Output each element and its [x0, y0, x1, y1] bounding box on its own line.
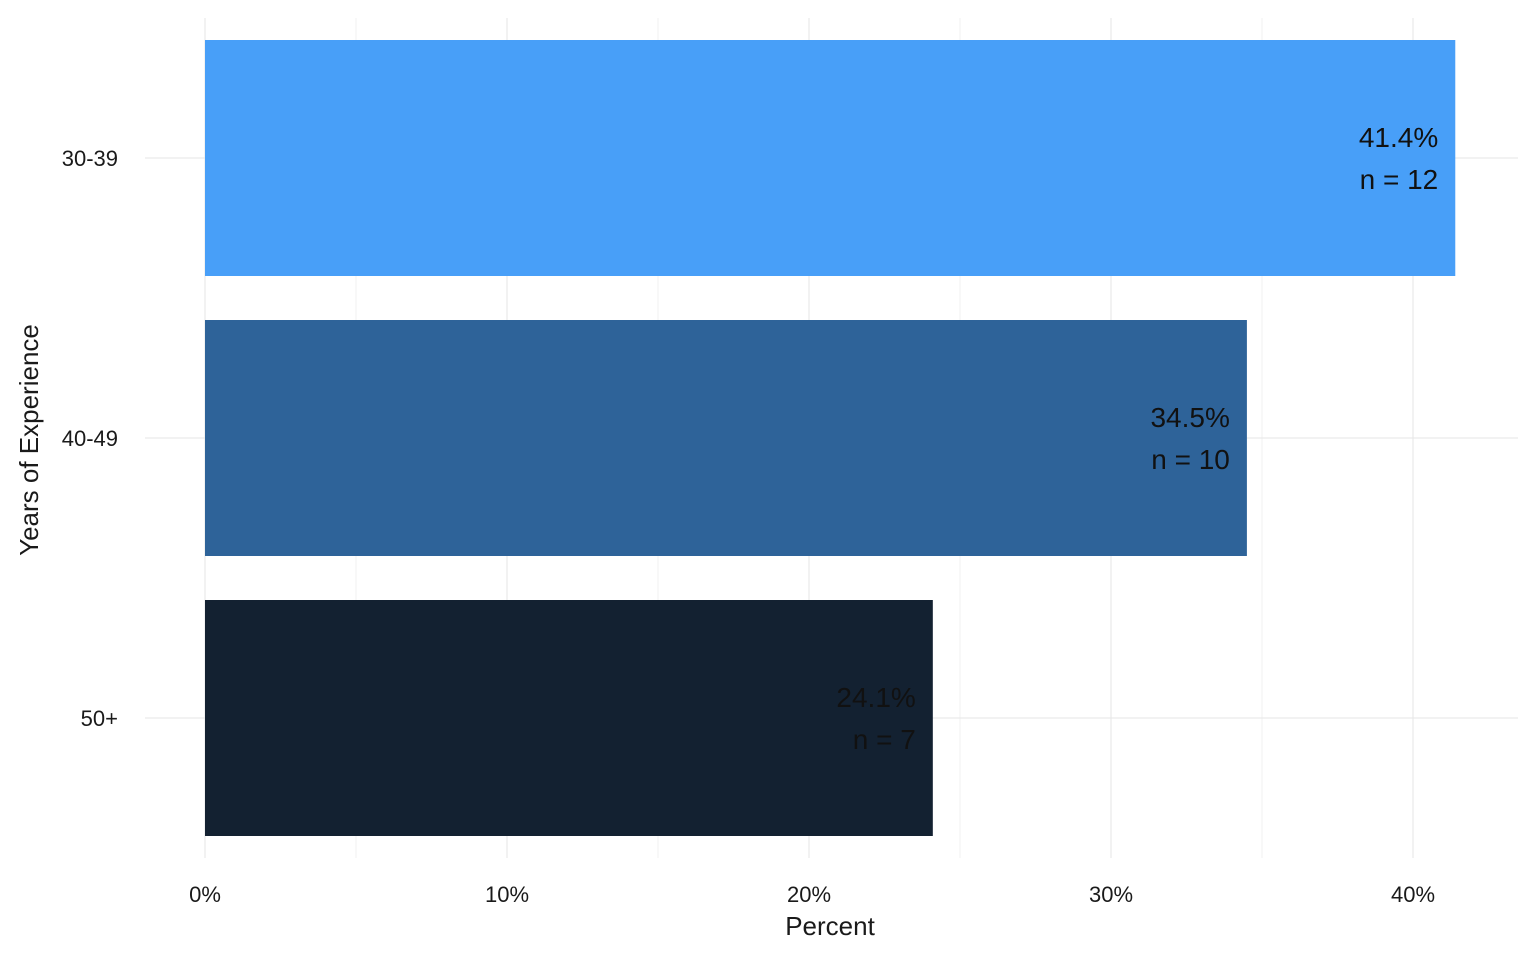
bar-count-label: n = 7: [853, 724, 916, 755]
bar-value-label: 41.4%: [1359, 122, 1438, 153]
bar-count-label: n = 10: [1151, 444, 1230, 475]
bars: [205, 40, 1456, 836]
y-tick-label: 40-49: [62, 426, 118, 451]
x-axis: 0% 10% 20% 30% 40%: [189, 882, 1435, 907]
bar-value-label: 34.5%: [1150, 402, 1229, 433]
bar: [205, 40, 1456, 276]
y-axis-title: Years of Experience: [14, 324, 44, 556]
bar: [205, 320, 1247, 556]
y-axis: 30-39 40-49 50+: [62, 146, 118, 731]
y-tick-label: 30-39: [62, 146, 118, 171]
x-tick-label: 30%: [1089, 882, 1133, 907]
y-tick-label: 50+: [81, 706, 118, 731]
x-tick-label: 20%: [787, 882, 831, 907]
bar-count-label: n = 12: [1360, 164, 1439, 195]
x-tick-label: 0%: [189, 882, 221, 907]
bar: [205, 600, 933, 836]
data-labels: 41.4% n = 12 34.5% n = 10 24.1% n = 7: [836, 122, 1438, 755]
x-tick-label: 10%: [485, 882, 529, 907]
x-tick-label: 40%: [1391, 882, 1435, 907]
x-axis-title: Percent: [785, 911, 875, 941]
bar-value-label: 24.1%: [836, 682, 915, 713]
